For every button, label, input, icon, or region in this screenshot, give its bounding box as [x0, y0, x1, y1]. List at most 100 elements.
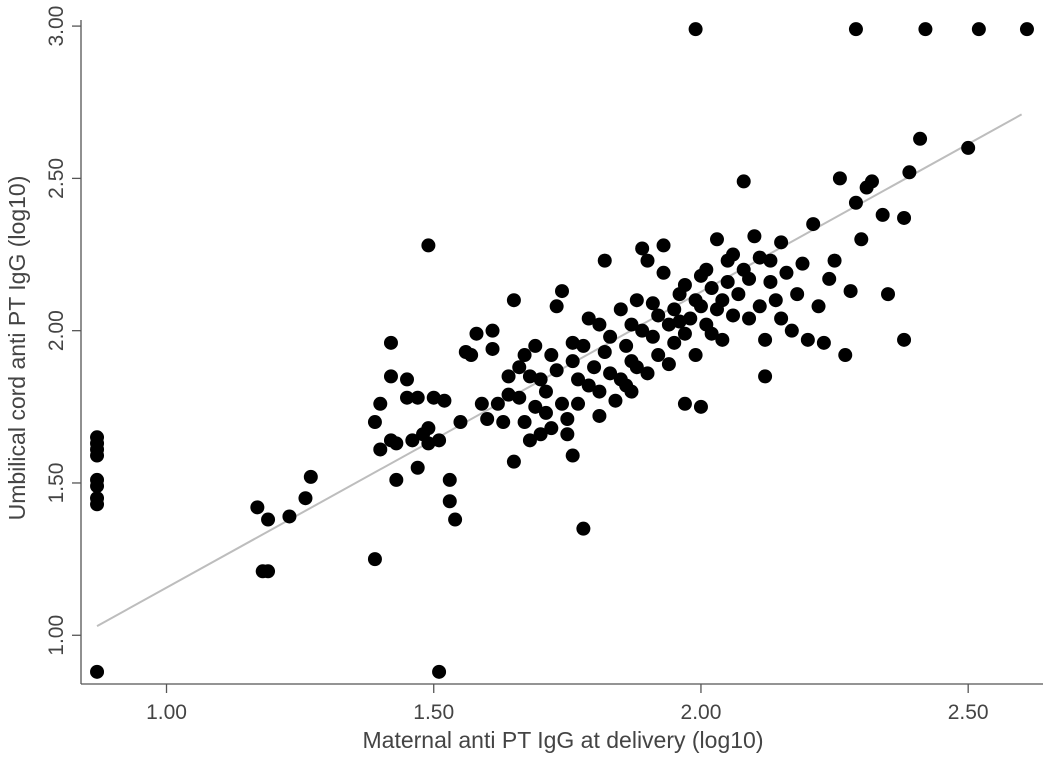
data-point	[624, 317, 639, 332]
data-point	[538, 405, 553, 420]
data-point	[383, 369, 398, 384]
data-point	[544, 421, 559, 436]
data-point	[603, 366, 618, 381]
data-point	[758, 332, 773, 347]
data-point	[881, 287, 896, 302]
data-point	[608, 393, 623, 408]
data-point	[624, 384, 639, 399]
data-point	[367, 415, 382, 430]
data-point	[453, 415, 468, 430]
data-point	[464, 348, 479, 363]
y-tick-label: 2.50	[45, 158, 68, 199]
data-point	[726, 308, 741, 323]
data-point	[522, 369, 537, 384]
data-point	[677, 326, 692, 341]
data-point	[971, 22, 986, 37]
data-point	[565, 448, 580, 463]
data-point	[784, 323, 799, 338]
data-point	[667, 335, 682, 350]
data-point	[597, 253, 612, 268]
x-tick-label: 2.50	[948, 701, 989, 724]
data-point	[528, 338, 543, 353]
data-point	[581, 311, 596, 326]
data-point	[758, 369, 773, 384]
data-point	[661, 357, 676, 372]
data-point	[485, 323, 500, 338]
y-tick-label: 3.00	[45, 6, 68, 47]
data-point	[383, 335, 398, 350]
data-point	[683, 311, 698, 326]
data-point	[501, 387, 516, 402]
data-point	[469, 326, 484, 341]
data-point	[918, 22, 933, 37]
data-point	[913, 131, 928, 146]
data-point	[587, 360, 602, 375]
data-point	[790, 287, 805, 302]
data-point	[448, 512, 463, 527]
data-point	[90, 448, 105, 463]
data-point	[506, 293, 521, 308]
data-point	[720, 274, 735, 289]
data-point	[400, 372, 415, 387]
data-point	[512, 390, 527, 405]
data-point	[693, 299, 708, 314]
data-point	[90, 497, 105, 512]
data-point	[897, 210, 912, 225]
x-axis-title: Maternal anti PT IgG at delivery (log10)	[363, 727, 764, 753]
data-point	[800, 332, 815, 347]
data-point	[709, 232, 724, 247]
data-point	[822, 271, 837, 286]
data-point	[480, 412, 495, 427]
data-point	[827, 253, 842, 268]
x-tick-label: 1.00	[146, 701, 187, 724]
data-point	[432, 433, 447, 448]
data-point	[303, 469, 318, 484]
data-point	[864, 174, 879, 189]
data-point	[763, 274, 778, 289]
data-point	[533, 427, 548, 442]
data-point	[426, 390, 441, 405]
data-point	[373, 396, 388, 411]
data-point	[961, 140, 976, 155]
data-point	[442, 494, 457, 509]
y-axis-title: Umbilical cord anti PT IgG (log10)	[4, 176, 30, 521]
data-point	[736, 174, 751, 189]
data-point	[517, 415, 532, 430]
data-point	[661, 317, 676, 332]
data-point	[704, 281, 719, 296]
data-point	[902, 165, 917, 180]
y-tick-label: 1.50	[45, 463, 68, 504]
data-point	[715, 293, 730, 308]
data-point	[629, 293, 644, 308]
x-tick-label: 1.50	[413, 701, 454, 724]
data-point	[549, 363, 564, 378]
data-point	[635, 323, 650, 338]
data-point	[555, 396, 569, 411]
data-point	[421, 421, 436, 436]
data-point	[677, 396, 692, 411]
data-point	[442, 472, 457, 487]
data-point	[496, 415, 511, 430]
data-point	[576, 338, 591, 353]
data-point	[763, 253, 778, 268]
data-point	[432, 664, 447, 679]
data-point	[410, 460, 425, 475]
data-point	[261, 564, 276, 579]
data-point	[875, 207, 890, 222]
data-point	[843, 284, 858, 299]
data-point	[806, 217, 821, 232]
data-point	[517, 348, 532, 363]
data-point	[731, 287, 746, 302]
data-point	[437, 393, 452, 408]
data-point	[512, 360, 527, 375]
data-point	[816, 335, 831, 350]
data-point	[693, 399, 708, 414]
data-point	[645, 329, 660, 344]
data-point	[405, 433, 420, 448]
data-point	[389, 472, 404, 487]
data-point	[603, 329, 618, 344]
data-point	[768, 293, 783, 308]
data-point	[774, 235, 789, 250]
data-point	[704, 326, 719, 341]
